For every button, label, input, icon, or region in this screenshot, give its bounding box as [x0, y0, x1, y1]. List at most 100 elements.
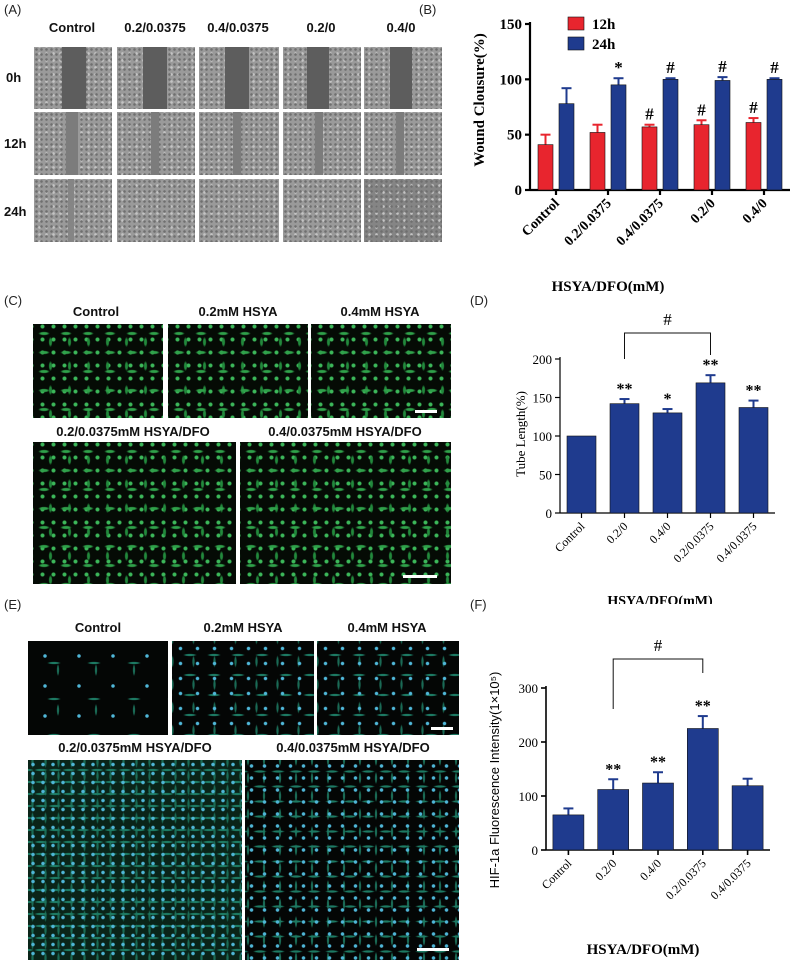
chart-d-y-axis-label: Tube Length(%): [513, 391, 528, 477]
panel-c-label: 0.2/0.0375mM HSYA/DFO: [56, 424, 210, 439]
tube-micrograph: [33, 442, 236, 584]
y-tick-label: 200: [533, 352, 553, 367]
significance-marker: *: [614, 58, 623, 77]
x-tick-label: 0.2/0.0375: [663, 856, 709, 902]
significance-marker: #: [718, 57, 727, 76]
panel-c-label: 0.2mM HSYA: [198, 304, 278, 319]
bar: [745, 122, 762, 191]
x-tick-label: 0.2/0: [688, 196, 719, 227]
bar: [597, 789, 629, 851]
panel-e-label: 0.2/0.0375mM HSYA/DFO: [58, 740, 212, 755]
panel-label-a: (A): [4, 2, 22, 17]
y-tick-label: 100: [500, 72, 523, 88]
significance-marker: #: [770, 58, 779, 77]
bar: [589, 132, 606, 191]
panel-c-label: 0.4mM HSYA: [340, 304, 420, 319]
panel-e-label: Control: [74, 620, 122, 635]
y-tick-label: 100: [519, 789, 539, 804]
panel-e-label: 0.4mM HSYA: [347, 620, 427, 635]
panel-a-column-label: 0.2/0.0375: [124, 20, 186, 35]
panel-c-label: 0.4/0.0375mM HSYA/DFO: [268, 424, 422, 439]
panel-label-f: (F): [470, 597, 487, 612]
x-tick-label: Control: [552, 519, 588, 555]
y-tick-label: 100: [533, 429, 553, 444]
x-tick-label: 0.2/0: [592, 856, 619, 883]
tube-micrograph: [311, 324, 451, 418]
bar: [610, 84, 627, 191]
bracket-label: #: [663, 310, 672, 329]
y-tick-label: 0: [532, 843, 539, 858]
bar: [662, 79, 679, 191]
x-tick-label: 0.2/0.0375: [670, 519, 716, 565]
y-tick-label: 0: [515, 183, 523, 199]
x-tick-label: 0.4/0: [740, 196, 771, 227]
significance-marker: **: [695, 698, 711, 715]
bar: [558, 103, 575, 191]
scale-bar: [431, 727, 453, 730]
legend-label: 12h: [592, 17, 616, 33]
bar: [642, 782, 674, 851]
scratch-micrograph: [199, 179, 279, 242]
panel-label-e: (E): [4, 597, 22, 612]
panel-a-column-label: Control: [48, 20, 96, 35]
scale-bar: [403, 575, 437, 578]
bar: [731, 785, 764, 851]
y-tick-label: 200: [519, 735, 539, 750]
scratch-micrograph: [364, 47, 442, 109]
scale-bar: [417, 948, 449, 951]
panel-e-label: 0.4/0.0375mM HSYA/DFO: [276, 740, 430, 755]
bar: [566, 435, 597, 514]
fluorescence-micrograph: [317, 641, 459, 735]
x-tick-label: 0.4/0.0375: [708, 856, 754, 902]
scratch-micrograph: [364, 112, 442, 175]
y-tick-label: 50: [539, 468, 552, 483]
chart-b-y-axis-label: Wound Clousure(%): [472, 33, 488, 167]
significance-marker: #: [749, 98, 758, 117]
scratch-micrograph: [283, 179, 361, 242]
scratch-micrograph: [199, 47, 279, 109]
panel-a-column-label: 0.4/0.0375: [207, 20, 269, 35]
bar: [695, 382, 726, 514]
bar: [537, 144, 554, 191]
panel-a-row-label: 0h: [6, 70, 22, 85]
panel-a-column-label: 0.4/0: [386, 20, 416, 35]
scratch-micrograph: [283, 112, 361, 175]
panel-a-column-label: 0.2/0: [306, 20, 336, 35]
fluorescence-micrograph: [245, 760, 459, 960]
panel-label-c: (C): [4, 293, 23, 308]
panel-c-label: Control: [72, 304, 120, 319]
y-tick-label: 150: [533, 391, 553, 406]
chart-f-hif-intensity: HIF-1a Fluorescence Intensity(1×10⁵) HSY…: [487, 636, 770, 958]
bar: [714, 80, 731, 191]
panel-label-d: (D): [470, 293, 489, 308]
bar: [641, 126, 658, 191]
x-tick-label: 0.4/0.0375: [614, 196, 667, 249]
legend-swatch: [567, 16, 585, 31]
x-tick-label: 0.4/0: [637, 856, 664, 883]
scratch-micrograph: [34, 47, 112, 109]
fluorescence-micrograph: [28, 641, 168, 735]
bar: [693, 124, 710, 191]
fluorescence-micrograph: [172, 641, 314, 735]
chart-b-x-axis-label: HSYA/DFO(mM): [552, 279, 665, 295]
bar: [687, 728, 719, 851]
x-tick-label: Control: [519, 196, 563, 240]
significance-marker: *: [664, 391, 672, 408]
tube-micrograph: [168, 324, 308, 418]
significance-marker: #: [697, 100, 706, 119]
legend-label: 24h: [592, 37, 616, 53]
chart-b-wound-closure: Wound Clousure(%) HSYA/DFO(mM) 0 50 100 150…: [472, 16, 790, 295]
scratch-micrograph: [34, 179, 112, 242]
y-tick-label: 150: [500, 17, 523, 33]
x-tick-label: Control: [539, 856, 575, 892]
x-tick-label: 0.2/0: [604, 519, 631, 546]
chart-d-x-axis-label: HSYA/DFO(mM): [607, 594, 713, 604]
scratch-micrograph: [364, 179, 442, 242]
scratch-micrograph: [117, 112, 195, 175]
bar: [552, 814, 585, 851]
x-tick-label: 0.4/0.0375: [713, 519, 759, 565]
significance-marker: **: [650, 754, 666, 771]
scale-bar: [415, 410, 437, 413]
significance-marker: **: [703, 357, 719, 374]
scratch-micrograph: [34, 112, 112, 175]
